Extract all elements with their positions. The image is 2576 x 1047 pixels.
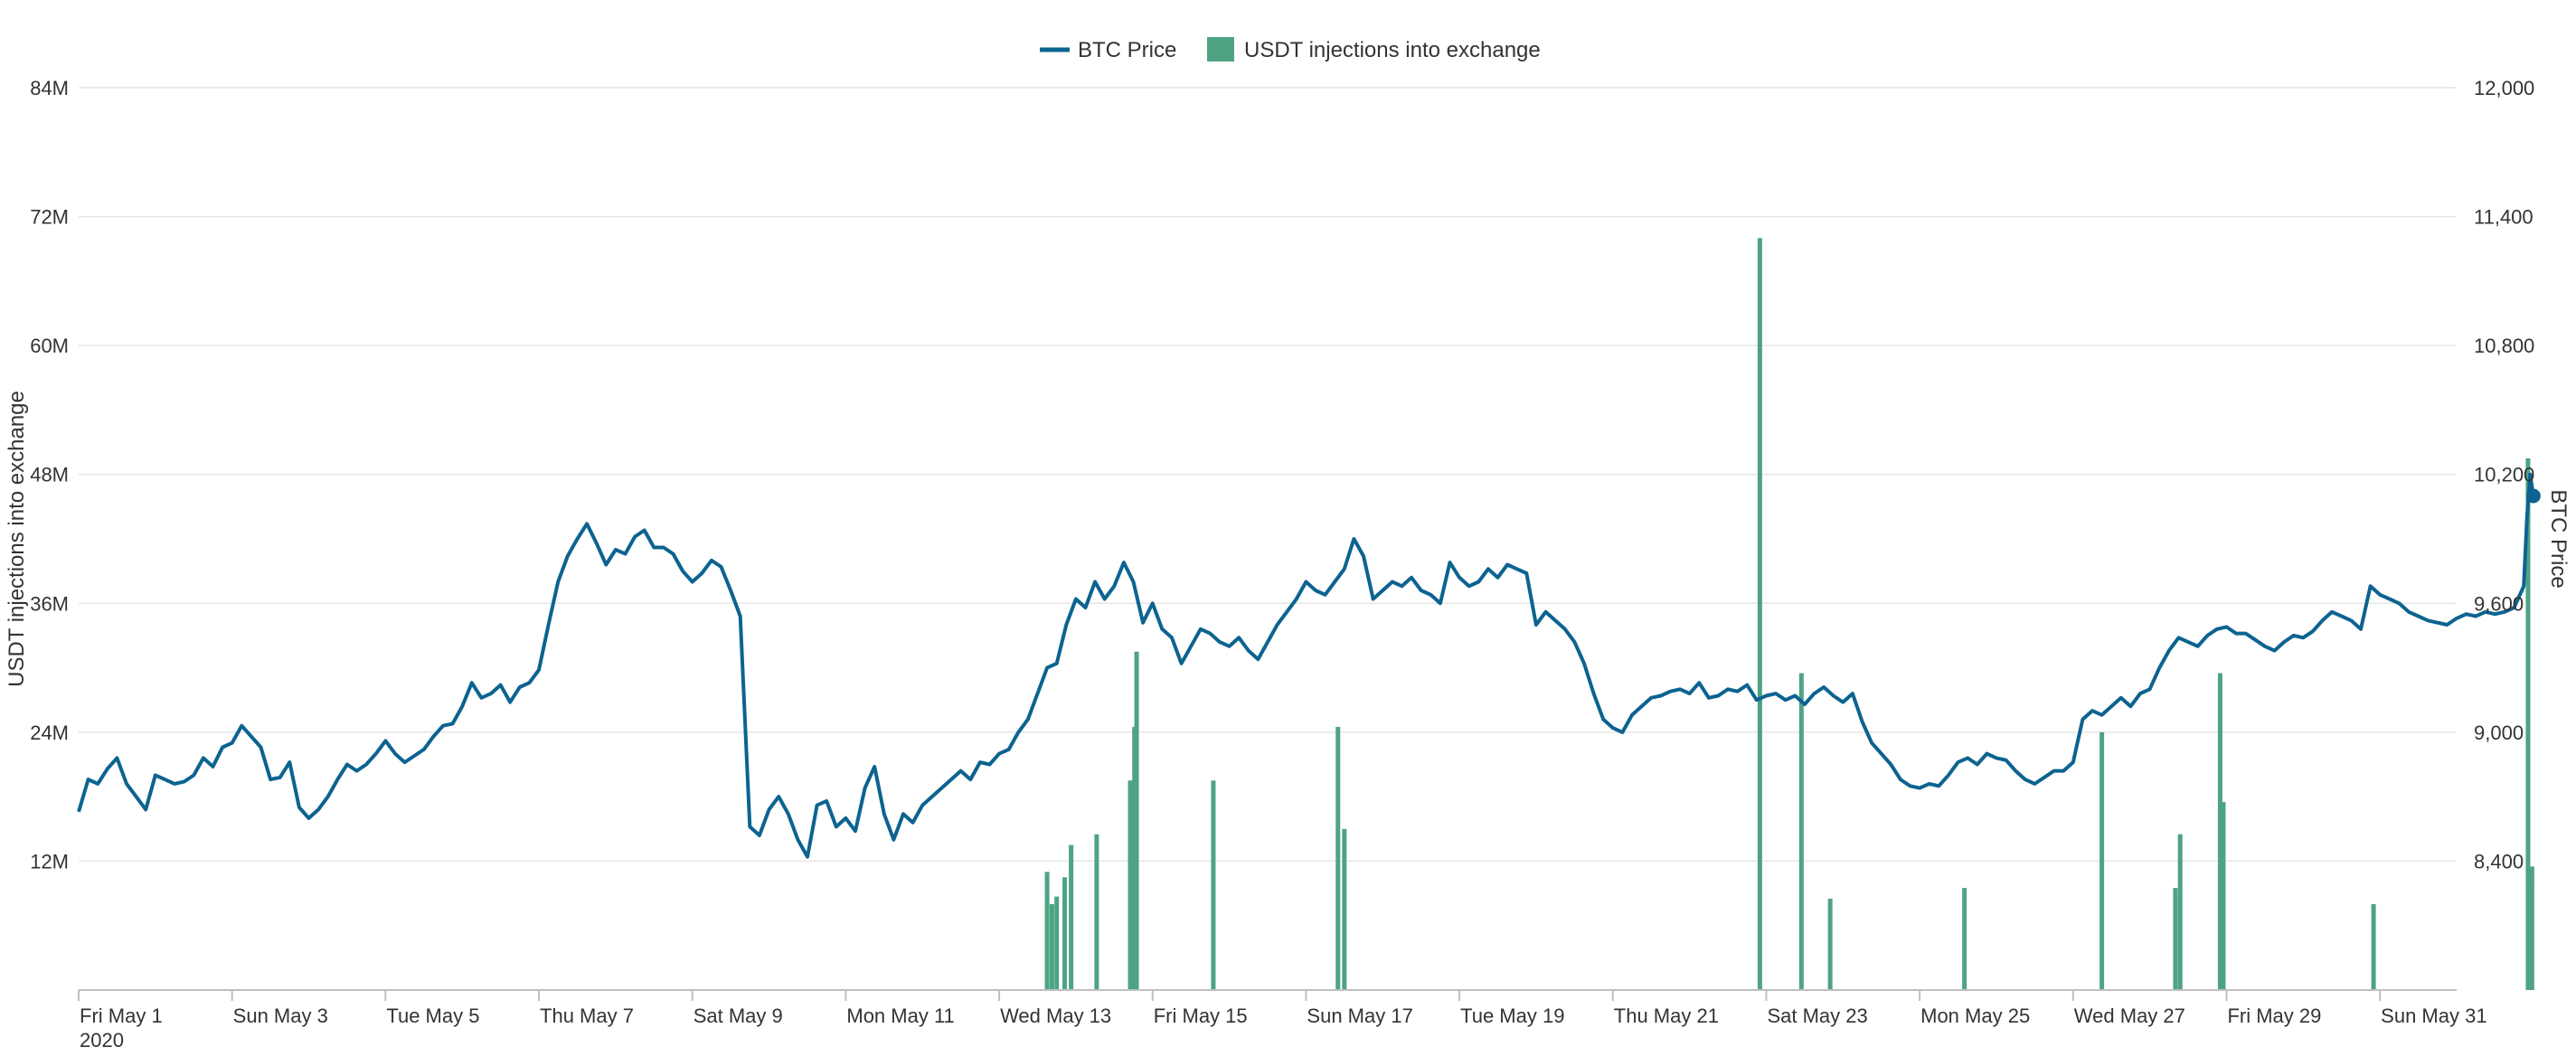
legend-item-usdt[interactable]: USDT injections into exchange [1207, 37, 1541, 62]
legend-label: BTC Price [1078, 38, 1176, 62]
usdt-bar[interactable] [1211, 780, 1216, 990]
usdt-bar[interactable] [1054, 896, 1060, 990]
y-left-tick-label: 12M [30, 850, 69, 872]
y-axis-right: 8,400 9,000 9,600 10,200 10,800 11,400 12,000 [2474, 77, 2534, 872]
x-tick-label: Tue May 5 [386, 1005, 479, 1027]
y-right-tick-label: 8,400 [2474, 850, 2524, 872]
usdt-bar[interactable] [1044, 872, 1050, 990]
x-tick-label: Tue May 19 [1460, 1005, 1564, 1027]
x-tick-label: Thu May 7 [540, 1005, 634, 1027]
x-tick-label: Sat May 9 [694, 1005, 783, 1027]
usdt-bar[interactable] [1342, 828, 1347, 990]
usdt-bar[interactable] [1049, 903, 1054, 990]
usdt-bar[interactable] [2173, 888, 2178, 990]
y-left-tick-label: 24M [30, 722, 69, 744]
x-tick-label: Fri May 15 [1154, 1005, 1248, 1027]
btc-price-line[interactable] [77, 472, 2535, 859]
usdt-bar[interactable] [1827, 899, 1833, 990]
usdt-bar[interactable] [1094, 834, 1099, 990]
y-right-tick-label: 9,600 [2474, 592, 2524, 615]
usdt-bar[interactable] [2099, 731, 2105, 990]
btc-price-line-group [77, 472, 2541, 859]
x-tick-label: Sun May 3 [233, 1005, 328, 1027]
y-right-tick-label: 10,200 [2474, 464, 2534, 486]
x-tick-label: Mon May 25 [1920, 1005, 2030, 1027]
usdt-bar[interactable] [1062, 877, 1068, 990]
gridlines [79, 87, 2457, 863]
usdt-bar[interactable] [1134, 651, 1139, 990]
x-tick-label: Thu May 21 [1614, 1005, 1719, 1027]
x-tick-label: Wed May 27 [2074, 1005, 2185, 1027]
usdt-bar[interactable] [2371, 903, 2376, 990]
legend-item-btc-price[interactable]: BTC Price [1040, 38, 1176, 62]
y-left-tick-label: 72M [30, 206, 69, 229]
legend[interactable]: BTC Price USDT injections into exchange [1040, 37, 1541, 62]
y-left-tick-label: 60M [30, 335, 69, 357]
legend-bar-swatch [1207, 37, 1234, 61]
x-year-label: 2020 [80, 1029, 124, 1047]
x-axis: Fri May 1 Sun May 3 Tue May 5 Thu May 7 Sat … [78, 989, 2487, 1047]
y-axis-left-title: USDT injections into exchange [5, 391, 29, 687]
usdt-bar[interactable] [2177, 834, 2183, 990]
usdt-bar[interactable] [2529, 866, 2534, 990]
usdt-bar[interactable] [1069, 844, 1074, 990]
usdt-bars [1044, 238, 2534, 991]
usdt-bar[interactable] [2221, 802, 2226, 990]
x-tick-label: Wed May 13 [1000, 1005, 1111, 1027]
x-tick-label: Sun May 17 [1307, 1005, 1412, 1027]
y-axis-left: 12M 24M 36M 48M 60M 72M 84M [30, 77, 69, 872]
usdt-bar[interactable] [1757, 238, 1762, 990]
x-tick-label: Mon May 11 [846, 1005, 954, 1027]
y-left-tick-label: 36M [30, 592, 69, 615]
x-tick-label: Sat May 23 [1767, 1005, 1867, 1027]
usdt-bar[interactable] [2525, 457, 2531, 991]
y-axis-right-title: BTC Price [2546, 489, 2571, 588]
legend-label: USDT injections into exchange [1244, 38, 1541, 62]
y-right-tick-label: 11,400 [2474, 206, 2534, 229]
y-left-tick-label: 48M [30, 464, 69, 486]
btc-price-last-point[interactable] [2525, 488, 2541, 504]
x-tick-label: Fri May 1 [80, 1005, 163, 1027]
x-tick-label: Sun May 31 [2381, 1005, 2486, 1027]
x-tick-label: Fri May 29 [2227, 1005, 2321, 1027]
usdt-bar[interactable] [2217, 673, 2222, 990]
usdt-bar[interactable] [1335, 726, 1341, 990]
y-right-tick-label: 9,000 [2474, 722, 2524, 744]
usdt-bar[interactable] [1798, 673, 1804, 990]
y-right-tick-label: 12,000 [2474, 77, 2534, 99]
y-right-tick-label: 10,800 [2474, 335, 2534, 357]
usdt-bar[interactable] [1962, 888, 1967, 990]
y-left-tick-label: 84M [30, 77, 69, 99]
